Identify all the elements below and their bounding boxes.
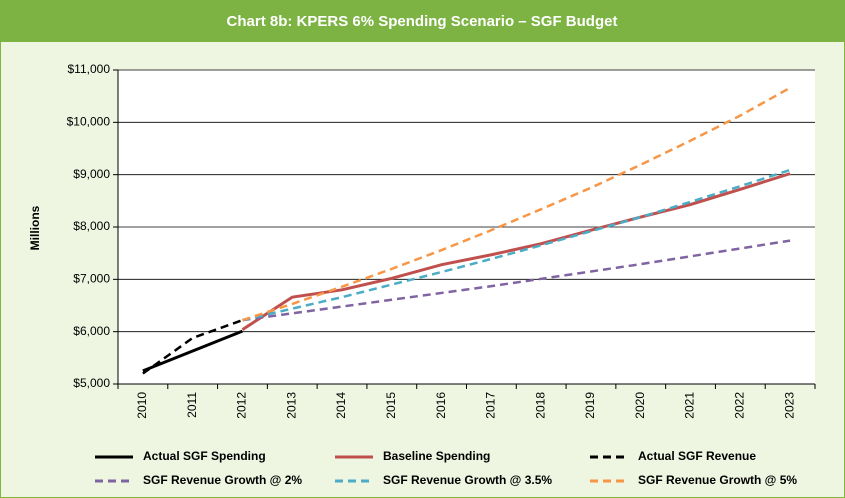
y-tick-label: $5,000 [73,376,110,390]
y-tick-label: $11,000 [68,62,111,76]
x-tick-label: 2018 [533,392,547,419]
chart-title: Chart 8b: KPERS 6% Spending Scenario – S… [227,13,618,30]
series-line [242,239,791,322]
x-tick-label: 2014 [334,392,348,419]
legend-label: Actual SGF Revenue [638,449,756,463]
legend-label: SGF Revenue Growth @ 3.5% [383,473,552,487]
y-tick-label: $10,000 [67,115,111,129]
series-line [142,318,243,375]
header-bar [0,0,845,42]
legend-label: Baseline Spending [383,449,490,463]
x-tick-label: 2023 [782,392,796,419]
x-tick-label: 2021 [683,392,697,419]
y-tick-label: $7,000 [73,272,110,286]
legend-label: Actual SGF Spending [143,449,266,463]
x-tick-label: 2017 [484,392,498,419]
legend-label: SGF Revenue Growth @ 5% [638,473,797,487]
y-tick-label: $9,000 [73,167,110,181]
series-line [242,168,791,322]
y-tick-label: $6,000 [73,324,110,338]
x-tick-label: 2010 [135,392,149,419]
x-tick-label: 2015 [384,392,398,419]
y-tick-label: $8,000 [73,219,110,233]
x-tick-label: 2013 [284,392,298,419]
x-tick-label: 2020 [633,392,647,419]
series-line [242,86,791,322]
x-tick-label: 2022 [732,392,746,419]
y-axis-title: Millions [28,205,42,250]
x-tick-label: 2011 [185,392,199,418]
x-tick-label: 2012 [235,392,249,419]
x-tick-label: 2019 [583,392,597,419]
x-tick-label: 2016 [434,392,448,419]
legend-label: SGF Revenue Growth @ 2% [143,473,302,487]
series-line [142,329,244,373]
series-line [241,172,791,331]
